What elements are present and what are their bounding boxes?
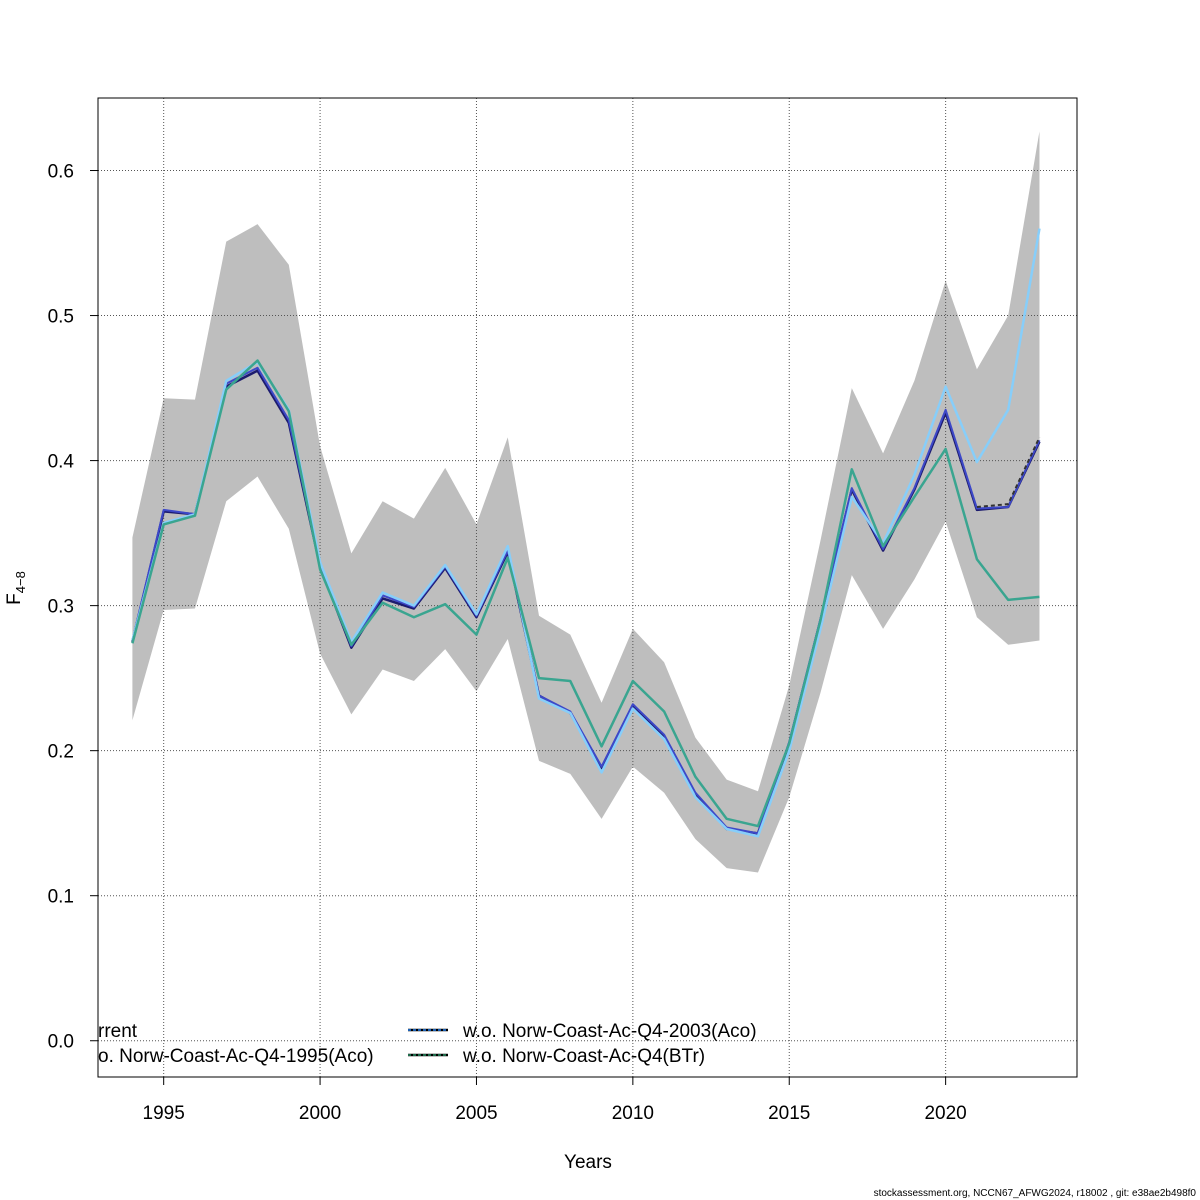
y-tick-label: 0.1 [48,887,74,908]
axes: 1995 2000 2005 2010 2015 2020 0.0 0.1 0.2 0.3 0.4 0… [48,97,1078,1124]
legend: rrent o. Norw-Coast-Ac-Q4-1995(Aco) w.o. N… [98,1021,757,1067]
x-tick-label: 2005 [455,1103,497,1124]
legend-label: rrent [98,1021,138,1042]
series-line-3 [131,359,1040,828]
x-tick-label: 2000 [299,1103,341,1124]
confidence-band [132,131,1040,873]
y-tick-label: 0.5 [48,307,74,328]
y-tick-label: 0.4 [48,452,75,473]
legend-label: o. Norw-Coast-Ac-Q4-1995(Aco) [98,1046,374,1067]
y-tick-label: 0.3 [48,597,74,618]
footer-credit: stockassessment.org, NCCN67_AFWG2024, r1… [874,1188,1197,1199]
x-axis-title: Years [564,1152,612,1173]
x-tick-label: 2015 [768,1103,810,1124]
y-axis-title: F4−8 [4,571,28,605]
x-tick-label: 2020 [924,1103,966,1124]
x-tick-label: 1995 [143,1103,185,1124]
y-tick-label: 0.0 [48,1032,74,1053]
series-line-4 [976,436,1041,508]
confidence-band-area [132,131,1040,873]
y-tick-label: 0.2 [48,742,74,763]
svg-text:F4−8: F4−8 [4,571,28,605]
y-axis-title-main: F [4,593,25,605]
legend-label: w.o. Norw-Coast-Ac-Q4-2003(Aco) [462,1021,757,1042]
y-tick-label: 0.6 [48,162,74,183]
legend-label: w.o. Norw-Coast-Ac-Q4(BTr) [462,1046,705,1067]
grid [98,98,1077,1077]
series-lines [131,228,1041,838]
plot-frame [97,97,1078,1078]
y-axis-title-sub: 4−8 [13,571,28,593]
x-tick-label: 2010 [612,1103,654,1124]
